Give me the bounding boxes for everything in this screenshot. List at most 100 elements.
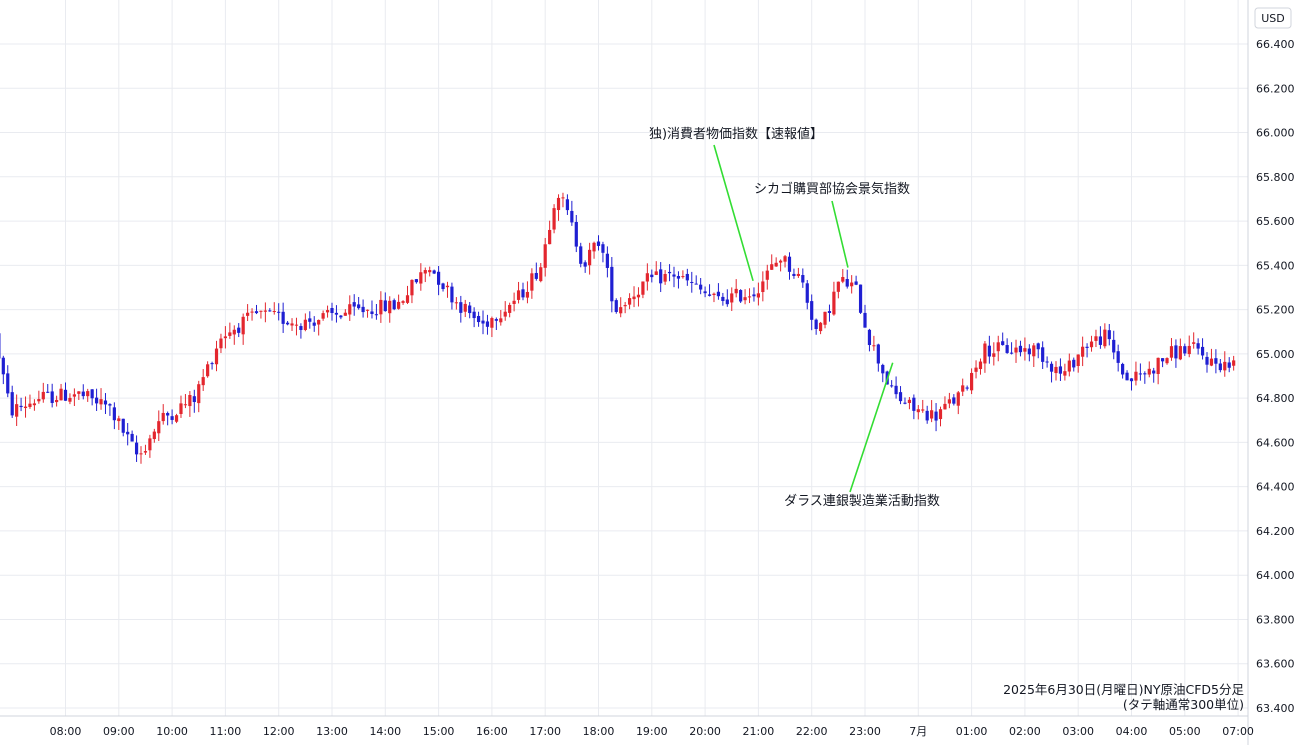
candle-body — [472, 311, 476, 319]
candle-body — [1098, 336, 1103, 345]
currency-label-box[interactable] — [1254, 7, 1292, 29]
candle-body — [343, 312, 347, 316]
annotation-leader-line — [849, 362, 894, 493]
candle-body — [970, 372, 974, 391]
candle-body — [681, 276, 685, 278]
candle-body — [170, 416, 174, 420]
candle-body — [792, 273, 796, 276]
candle-body — [583, 262, 587, 267]
candle-body — [210, 363, 214, 365]
candle-body — [530, 273, 534, 291]
candle-body — [348, 304, 352, 315]
candle-body — [1187, 345, 1191, 355]
candle-body — [872, 345, 876, 347]
grid-lines — [0, 0, 1248, 716]
candle-body — [930, 410, 934, 419]
candle-body — [241, 316, 245, 335]
candle-body — [1089, 341, 1094, 348]
y-tick-label: 63.600 — [1256, 658, 1295, 671]
candle-body — [1081, 346, 1085, 357]
y-tick-label: 65.000 — [1256, 348, 1295, 361]
candle-body — [992, 353, 996, 357]
candle-body — [667, 271, 672, 274]
candle-body — [876, 344, 880, 364]
candle-body — [1014, 347, 1018, 353]
candle-body — [72, 394, 76, 397]
candle-body — [388, 300, 392, 314]
candle-body — [1134, 371, 1138, 381]
candle-body — [183, 404, 188, 406]
candle-body — [281, 311, 285, 324]
candle-body — [321, 313, 325, 319]
x-tick-label: 01:00 — [956, 725, 988, 738]
candle-body — [796, 273, 800, 276]
y-tick-label: 66.400 — [1256, 38, 1295, 51]
candle-body — [1138, 373, 1142, 375]
candle-body — [294, 324, 299, 326]
candle-body — [1227, 362, 1231, 368]
x-tick-label: 13:00 — [316, 725, 348, 738]
candle-body — [863, 312, 867, 328]
candle-body — [383, 300, 387, 312]
candle-body — [1174, 345, 1178, 359]
candle-body — [627, 298, 632, 305]
y-tick-label: 66.200 — [1256, 82, 1295, 95]
candle-body — [570, 210, 574, 223]
candle-body — [246, 312, 250, 316]
y-tick-label: 63.400 — [1256, 702, 1295, 715]
candle-body — [401, 301, 405, 303]
candle-body — [1192, 342, 1196, 344]
candle-body — [81, 391, 85, 397]
candle-body — [632, 296, 636, 300]
candle-body — [845, 279, 849, 287]
candle-body — [765, 270, 769, 280]
candle-body — [166, 413, 170, 416]
candle-body — [898, 392, 903, 402]
candle-body — [77, 391, 81, 394]
candle-body — [1223, 361, 1227, 371]
candle-body — [499, 318, 503, 323]
candle-body — [392, 300, 396, 310]
candle-body — [605, 253, 609, 268]
candle-body — [1169, 346, 1174, 358]
x-tick-label: 16:00 — [476, 725, 508, 738]
chart-caption-line1: 2025年6月30日(月曜日)NY原油CFD5分足 — [1003, 682, 1244, 697]
candle-body — [86, 391, 90, 397]
candle-body — [237, 327, 241, 333]
candle-body — [1165, 358, 1169, 364]
candle-body — [503, 311, 507, 317]
candle-body — [516, 290, 521, 300]
candle-body — [707, 294, 712, 296]
candle-body — [476, 315, 481, 323]
candle-body — [41, 391, 45, 400]
candle-body — [441, 283, 445, 290]
candle-body — [974, 367, 978, 372]
candle-body — [521, 289, 525, 298]
candle-body — [916, 409, 920, 413]
candle-body — [1027, 348, 1031, 355]
annotation-leader-line — [713, 144, 754, 282]
candle-body — [858, 284, 863, 313]
time-axis-labels: 3008:0009:0010:0011:0012:0013:0014:0015:… — [50, 725, 1254, 738]
candle-body — [90, 389, 94, 399]
x-tick-label: 05:00 — [1169, 725, 1201, 738]
candle-body — [1196, 343, 1200, 349]
candle-body — [832, 291, 836, 315]
candle-body — [28, 403, 32, 407]
candle-body — [747, 296, 752, 298]
candle-body — [365, 309, 370, 311]
candle-body — [907, 399, 912, 404]
candle-body — [228, 332, 232, 336]
candle-body — [1121, 363, 1125, 375]
candle-body — [32, 403, 37, 406]
candle-body — [659, 269, 663, 284]
candle-body — [943, 403, 947, 410]
candle-body — [903, 402, 907, 404]
x-tick-label: 18:00 — [583, 725, 615, 738]
candle-body — [192, 396, 196, 403]
candle-body — [490, 318, 494, 328]
candle-body — [357, 304, 361, 309]
candle-body — [1009, 352, 1014, 354]
